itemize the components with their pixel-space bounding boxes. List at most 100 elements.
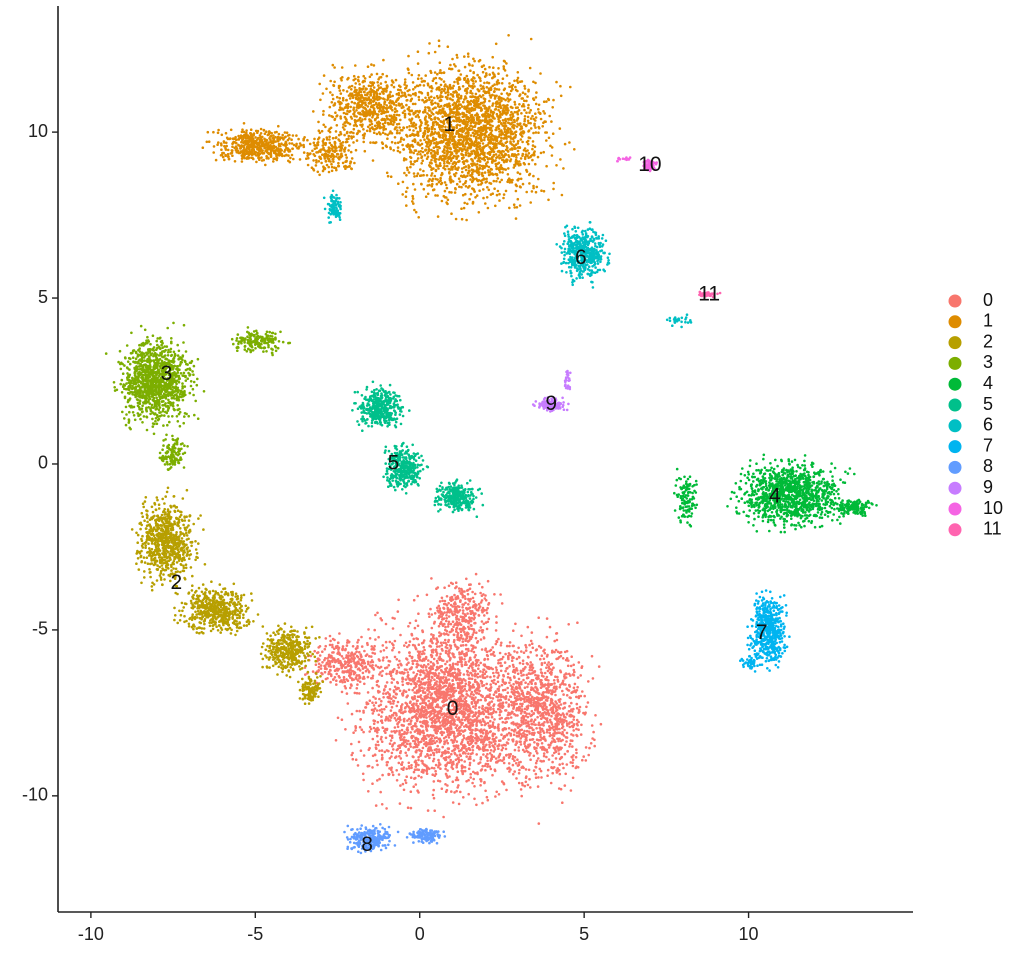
- point: [406, 671, 410, 674]
- point: [498, 717, 502, 721]
- point: [467, 673, 471, 677]
- point: [423, 706, 427, 709]
- point: [416, 717, 420, 720]
- point: [349, 658, 352, 662]
- point: [511, 701, 514, 704]
- point: [478, 675, 482, 678]
- point: [388, 695, 391, 699]
- point: [520, 650, 523, 653]
- point: [448, 775, 451, 778]
- point: [478, 77, 482, 80]
- point: [532, 712, 536, 715]
- point: [373, 648, 376, 651]
- point: [338, 653, 342, 656]
- point: [397, 598, 400, 602]
- point: [565, 649, 569, 653]
- point: [493, 748, 497, 751]
- point: [423, 683, 427, 686]
- point: [454, 726, 458, 729]
- point: [435, 653, 438, 657]
- point: [514, 130, 518, 133]
- point: [481, 695, 484, 699]
- point: [505, 720, 509, 724]
- point: [511, 763, 515, 767]
- point: [575, 733, 578, 737]
- point: [576, 676, 580, 679]
- point: [358, 692, 361, 695]
- point: [439, 694, 442, 697]
- point: [359, 749, 363, 752]
- point: [342, 657, 345, 660]
- point: [443, 672, 446, 676]
- point: [462, 689, 465, 692]
- point: [566, 664, 570, 668]
- point: [383, 750, 387, 754]
- point: [369, 727, 373, 731]
- point: [564, 772, 567, 776]
- point: [368, 637, 372, 640]
- point: [378, 709, 382, 712]
- point: [511, 740, 515, 743]
- point: [432, 709, 435, 712]
- point: [358, 658, 362, 661]
- point: [524, 776, 528, 780]
- point: [455, 776, 459, 779]
- point: [392, 695, 395, 698]
- point: [439, 684, 442, 688]
- point: [513, 728, 517, 732]
- point: [472, 600, 476, 603]
- point: [521, 702, 524, 706]
- point: [414, 783, 418, 786]
- point: [513, 110, 517, 114]
- point: [422, 187, 426, 191]
- point: [537, 757, 540, 760]
- point: [477, 698, 480, 702]
- point: [504, 652, 507, 656]
- point: [443, 742, 446, 746]
- point: [475, 739, 478, 742]
- point: [332, 678, 335, 681]
- point: [468, 197, 471, 201]
- point: [541, 745, 544, 749]
- point: [477, 714, 480, 718]
- point: [467, 677, 471, 680]
- point: [490, 700, 494, 703]
- point: [396, 680, 399, 684]
- point: [427, 677, 431, 681]
- point: [361, 772, 365, 776]
- point: [411, 197, 415, 200]
- point: [493, 746, 496, 749]
- point: [571, 739, 574, 743]
- point: [450, 595, 454, 599]
- point: [395, 670, 399, 674]
- point: [482, 636, 486, 639]
- point: [424, 694, 428, 698]
- point: [569, 674, 572, 677]
- point: [428, 756, 431, 760]
- point: [330, 654, 333, 658]
- point: [427, 612, 431, 615]
- point: [403, 736, 406, 739]
- point: [404, 641, 408, 645]
- point: [550, 691, 554, 694]
- point: [548, 689, 552, 692]
- point: [468, 587, 472, 590]
- point: [366, 660, 370, 664]
- point: [528, 743, 532, 746]
- point: [433, 714, 436, 718]
- point: [515, 697, 518, 701]
- point: [351, 670, 355, 673]
- point: [422, 646, 426, 649]
- point: [513, 748, 517, 752]
- point: [406, 728, 410, 732]
- point: [353, 691, 357, 695]
- point: [356, 641, 359, 644]
- point: [549, 683, 552, 687]
- point: [521, 182, 525, 186]
- point: [415, 702, 418, 705]
- point: [337, 641, 340, 645]
- point: [394, 711, 397, 715]
- point: [450, 763, 454, 767]
- point: [565, 731, 569, 735]
- point: [370, 677, 373, 680]
